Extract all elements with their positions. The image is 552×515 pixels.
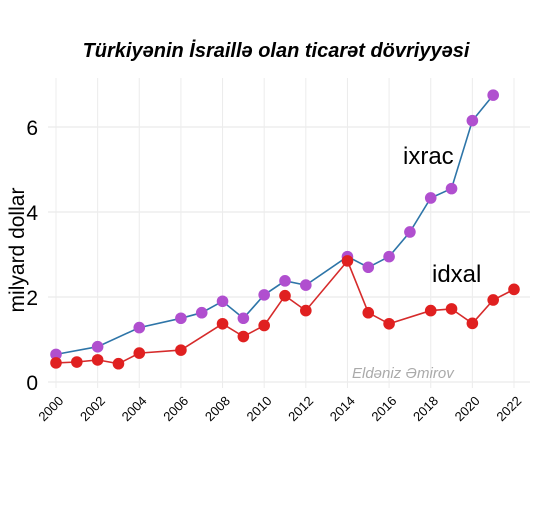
data-point-idxal	[362, 306, 375, 319]
data-point-ixrac	[258, 289, 270, 301]
data-point-idxal	[133, 347, 146, 359]
data-point-idxal	[341, 255, 354, 267]
series-label-ixrac: ixrac	[403, 143, 454, 170]
data-point-ixrac	[404, 226, 416, 238]
y-axis-ticks: 0 2 4 6	[26, 117, 38, 395]
data-point-idxal	[424, 304, 437, 317]
data-point-ixrac	[50, 348, 62, 361]
data-point-ixrac	[466, 114, 479, 127]
x-tick-label: 2016	[368, 393, 399, 424]
data-point-ixrac	[424, 192, 437, 204]
x-tick-label: 2002	[77, 393, 108, 424]
x-tick-label: 2012	[285, 393, 316, 424]
data-point-ixrac	[487, 89, 499, 101]
x-tick-label: 2014	[327, 393, 358, 424]
data-point-idxal	[216, 317, 229, 330]
y-tick-label: 2	[26, 287, 38, 310]
data-point-ixrac	[362, 261, 375, 274]
data-point-ixrac	[175, 312, 187, 325]
data-point-ixrac	[279, 275, 291, 287]
data-point-ixrac	[445, 182, 458, 195]
data-point-ixrac	[133, 321, 146, 334]
data-point-idxal	[487, 294, 499, 306]
x-tick-label: 2022	[493, 393, 524, 424]
data-point-idxal	[50, 357, 62, 369]
data-point-idxal	[175, 344, 187, 356]
data-point-ixrac	[383, 250, 395, 263]
data-point-idxal	[279, 289, 291, 302]
x-tick-label: 2004	[119, 393, 150, 424]
data-point-idxal	[71, 356, 83, 368]
data-point-ixrac	[300, 279, 312, 291]
x-tick-label: 2010	[244, 393, 275, 424]
data-point-idxal	[112, 357, 125, 370]
data-point-idxal	[91, 354, 104, 366]
x-axis-ticks: 2000 2002 2004 2006 2008 2010 2012 2014 2016 2018…	[35, 393, 524, 424]
y-tick-label: 6	[26, 117, 38, 140]
data-point-idxal	[300, 304, 312, 317]
x-tick-label: 2006	[160, 393, 191, 424]
series-label-idxal: idxal	[432, 261, 481, 288]
data-point-idxal	[466, 317, 479, 330]
gridlines	[48, 78, 530, 388]
watermark-author: Eldəniz Əmirov	[352, 365, 455, 382]
data-point-idxal	[258, 319, 270, 332]
series-lines	[55, 94, 515, 365]
data-point-idxal	[237, 330, 250, 343]
chart-title: Türkiyənin İsraillə olan ticarət dövriyy…	[82, 40, 470, 62]
x-tick-label: 2000	[35, 393, 66, 424]
data-point-ixrac	[91, 340, 104, 353]
x-tick-label: 2020	[452, 393, 483, 424]
y-tick-label: 0	[26, 372, 38, 395]
y-tick-label: 4	[26, 202, 38, 225]
data-point-idxal	[445, 303, 458, 315]
data-point-idxal	[383, 317, 395, 330]
x-tick-label: 2018	[410, 393, 441, 424]
data-point-idxal	[508, 283, 520, 296]
data-point-ixrac	[195, 306, 208, 319]
series-markers	[50, 89, 520, 370]
series-line-ixrac	[55, 94, 494, 356]
x-tick-label: 2008	[202, 393, 233, 424]
data-point-ixrac	[216, 295, 229, 308]
data-point-ixrac	[237, 312, 250, 325]
